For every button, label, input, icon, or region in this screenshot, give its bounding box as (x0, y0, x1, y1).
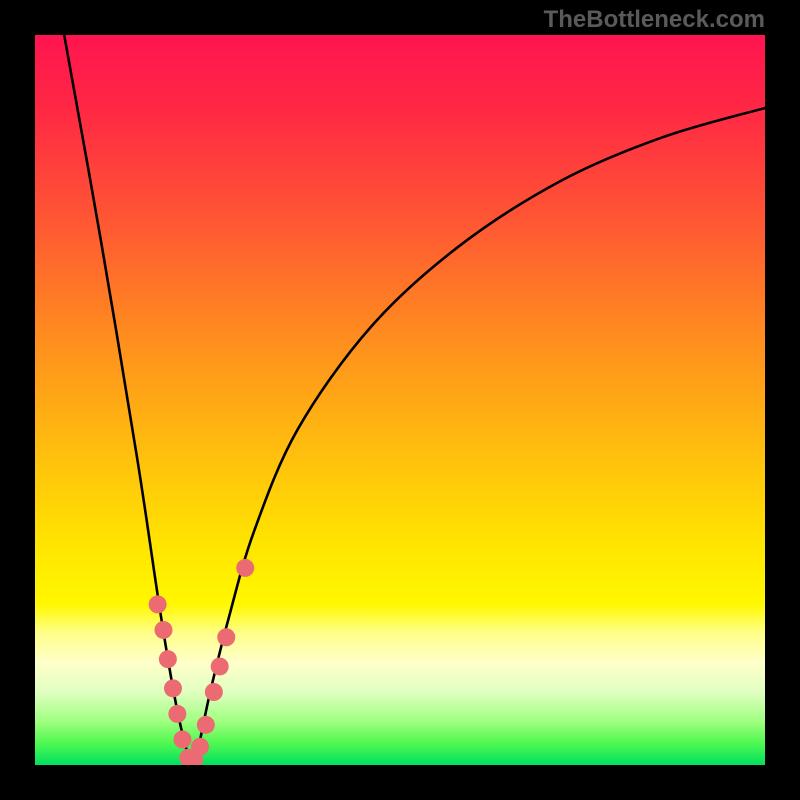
data-marker (205, 683, 223, 701)
data-marker (173, 730, 191, 748)
data-marker (236, 559, 254, 577)
curve-right (192, 108, 765, 765)
data-marker (217, 628, 235, 646)
watermark-text: TheBottleneck.com (544, 6, 765, 34)
data-marker (211, 657, 229, 675)
data-marker (149, 595, 167, 613)
data-marker (159, 650, 177, 668)
chart-container: TheBottleneck.com (0, 0, 800, 800)
data-marker (154, 621, 172, 639)
data-marker (164, 679, 182, 697)
data-marker (197, 716, 215, 734)
data-marker (168, 705, 186, 723)
curve-overlay (35, 35, 765, 765)
data-marker (191, 738, 209, 756)
plot-area (35, 35, 765, 765)
